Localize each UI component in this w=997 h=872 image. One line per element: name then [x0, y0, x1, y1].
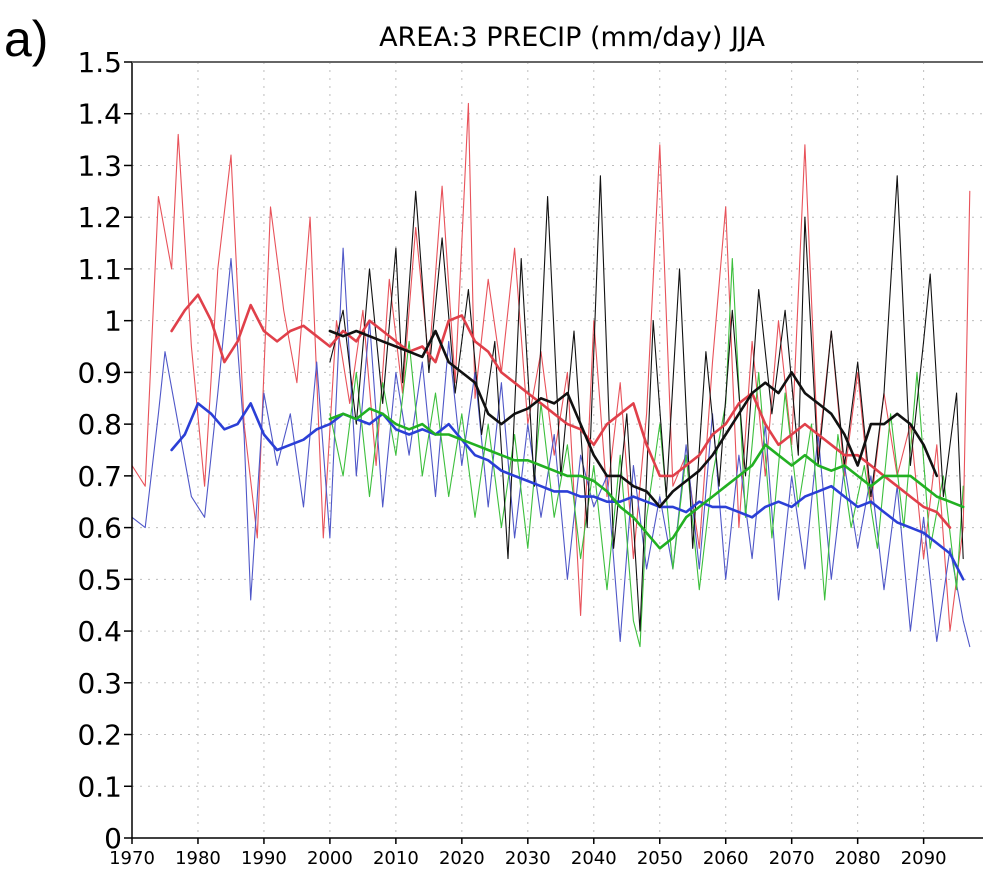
- x-tick-label-4: 2010: [373, 848, 419, 869]
- x-tick-label-9: 2060: [703, 848, 749, 869]
- y-tick-label-14: 1.4: [77, 98, 122, 131]
- series-line-3: [329, 258, 964, 648]
- y-tick-label-11: 1.1: [77, 253, 122, 286]
- y-tick-label-0: 0: [104, 822, 122, 855]
- y-tick-label-1: 0.1: [77, 770, 122, 803]
- y-tick-label-2: 0.2: [77, 719, 122, 752]
- series-line-5: [170, 293, 952, 529]
- y-tick-label-4: 0.4: [77, 615, 122, 648]
- y-tick-label-13: 1.3: [77, 149, 122, 182]
- series-group: [131, 102, 971, 648]
- x-tick-label-0: 1970: [109, 848, 155, 869]
- series-line-4: [329, 175, 964, 632]
- plot-frame: [131, 61, 983, 839]
- x-tick-label-2: 1990: [241, 848, 287, 869]
- y-tick-label-3: 0.3: [77, 667, 122, 700]
- x-tick-label-7: 2040: [571, 848, 617, 869]
- series-line-6: [170, 402, 965, 581]
- x-tick-label-11: 2080: [835, 848, 881, 869]
- series-line-1: [131, 102, 971, 632]
- y-tick-label-5: 0.5: [77, 563, 122, 596]
- y-axis: 0 0.1 0.2 0.3 0.4 0.5 0.6 0.7 0.8 0.9 1 1.1 1.2 1.3 1.…: [77, 46, 132, 855]
- x-tick-label-1: 1980: [175, 848, 221, 869]
- y-tick-label-8: 0.8: [77, 408, 122, 441]
- x-axis: 1970 1980 1990 2000 2010 2020 2030 2040 2050 2060…: [109, 838, 947, 869]
- series-line-2: [131, 247, 971, 648]
- x-tick-label-3: 2000: [307, 848, 353, 869]
- y-tick-label-9: 0.9: [77, 356, 122, 389]
- chart-title: AREA:3 PRECIP (mm/day) JJA: [379, 22, 765, 53]
- y-tick-label-12: 1.2: [77, 201, 122, 234]
- x-tick-label-10: 2070: [769, 848, 815, 869]
- series-line-8: [328, 329, 939, 509]
- y-tick-label-6: 0.6: [77, 512, 122, 545]
- x-tick-label-8: 2050: [637, 848, 683, 869]
- series-line-7: [328, 407, 965, 550]
- panel-label: a): [4, 11, 48, 67]
- grid: [132, 62, 983, 838]
- x-tick-label-5: 2020: [439, 848, 485, 869]
- y-tick-label-10: 1: [104, 305, 122, 338]
- x-tick-label-6: 2030: [505, 848, 551, 869]
- y-tick-label-7: 0.7: [77, 460, 122, 493]
- x-tick-label-12: 2090: [901, 848, 947, 869]
- y-tick-label-15: 1.5: [77, 46, 122, 79]
